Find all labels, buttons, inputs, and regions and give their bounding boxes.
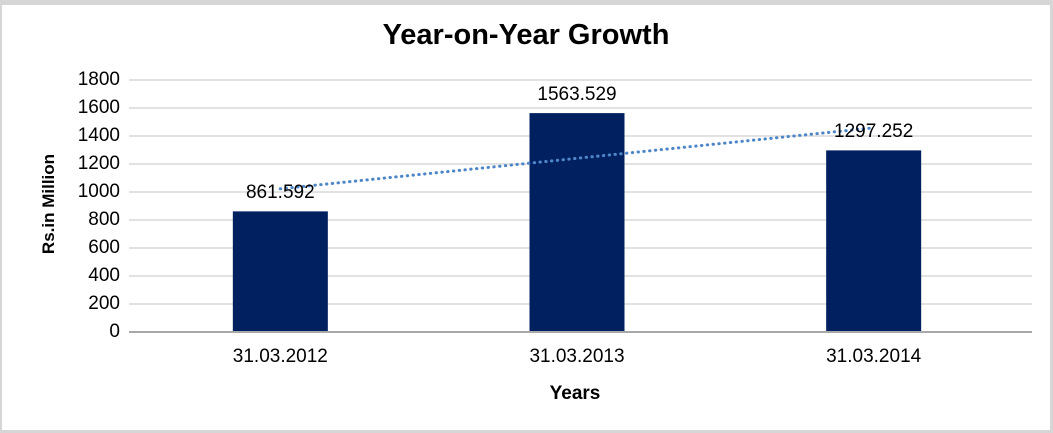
y-tick-label: 1600: [77, 97, 120, 118]
y-tick-label: 0: [109, 321, 120, 342]
plot-area: [129, 79, 1032, 333]
x-category-label: 31.03.2012: [232, 346, 328, 367]
trendline: [278, 126, 876, 191]
y-tick-label: 200: [88, 293, 120, 314]
bar-31.03.2013: [529, 113, 625, 332]
y-tick-label: 600: [88, 237, 120, 258]
y-tick-label: 800: [88, 209, 120, 230]
x-category-label: 31.03.2013: [529, 346, 625, 367]
bar-31.03.2012: [232, 211, 328, 332]
y-tick-label: 400: [88, 265, 120, 286]
x-category-label: 31.03.2014: [826, 346, 922, 367]
bar-31.03.2014: [826, 150, 922, 332]
y-tick-label: 1000: [77, 181, 120, 202]
y-tick-label: 1800: [77, 69, 120, 90]
x-axis-title: Years: [549, 383, 601, 404]
bar-value-label: 1297.252: [834, 121, 914, 143]
y-tick-label: 1400: [77, 125, 120, 146]
y-tick-label: 1200: [77, 153, 120, 174]
bar-value-label: 861.592: [245, 182, 315, 204]
chart-title: Year-on-Year Growth: [382, 19, 670, 51]
bar-value-label: 1563.529: [537, 84, 617, 106]
